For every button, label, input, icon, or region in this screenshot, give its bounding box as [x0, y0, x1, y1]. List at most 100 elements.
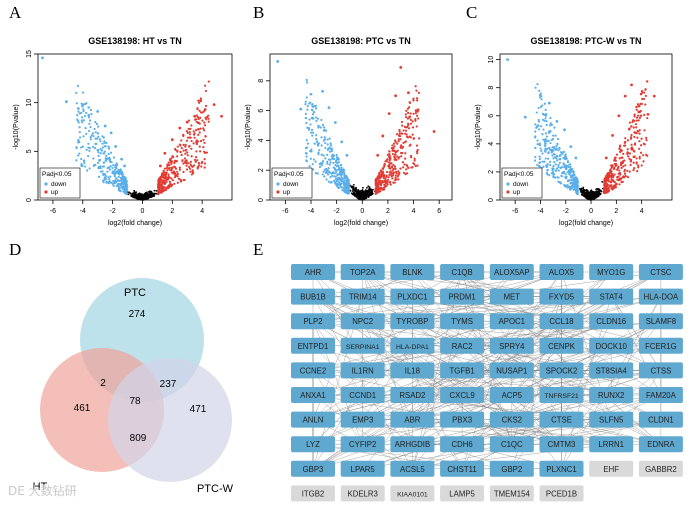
ns-point [128, 191, 131, 194]
down-point [94, 121, 97, 124]
up-point [179, 150, 182, 153]
node-label: ABR [404, 416, 420, 425]
up-point [628, 152, 632, 155]
up-point [399, 138, 402, 141]
up-point [638, 155, 641, 158]
up-data-point [432, 130, 436, 133]
x-tick-label: 4 [640, 208, 644, 215]
down-point [313, 142, 316, 145]
up-point [639, 109, 642, 113]
up-point [197, 133, 200, 136]
up-point [393, 145, 396, 148]
down-point [109, 175, 112, 178]
volcano-plot-ptcw-vs-tn: -6 -4 -2 0 2 4 0 2 4 6 8 10 GSE138198: PTC-W vs TN lo… [475, 36, 673, 227]
up-point [385, 159, 388, 163]
down-data-point [574, 156, 578, 160]
down-point [545, 120, 548, 123]
up-point [185, 160, 188, 163]
up-point [634, 123, 638, 126]
network-edge [511, 370, 661, 396]
up-data-point [623, 94, 627, 98]
up-point [183, 157, 187, 160]
down-point [568, 178, 571, 182]
down-point [112, 184, 115, 187]
down-point [75, 146, 78, 150]
down-point [544, 113, 547, 116]
down-point [112, 156, 116, 159]
down-point [116, 178, 119, 181]
x-tick-label: -6 [50, 208, 56, 215]
up-point [401, 146, 404, 149]
down-point [323, 136, 326, 139]
down-point [340, 173, 343, 176]
down-point [340, 176, 343, 179]
down-point [564, 158, 567, 161]
down-point [557, 149, 560, 152]
node-label: RAC2 [452, 342, 473, 351]
ns-point [139, 195, 142, 197]
node-box [638, 411, 683, 428]
down-point [340, 166, 343, 169]
up-point [646, 154, 649, 157]
node-label: TOP2A [350, 268, 376, 277]
down-point [552, 148, 555, 152]
up-point [193, 158, 197, 162]
down-point [82, 119, 86, 122]
down-point [125, 190, 128, 194]
up-point [198, 145, 201, 148]
down-data-point [41, 56, 44, 60]
network-node: SPOCK2 [539, 362, 584, 379]
up-point [608, 169, 612, 172]
up-point [387, 161, 390, 164]
down-point [317, 125, 320, 128]
down-point [570, 170, 573, 173]
down-point [115, 162, 118, 165]
up-point [639, 151, 643, 154]
up-point [182, 134, 185, 137]
up-point [195, 139, 198, 142]
up-point [633, 135, 636, 139]
up-point [630, 136, 633, 139]
down-point [305, 160, 309, 163]
down-point [87, 154, 90, 158]
down-point [320, 136, 323, 139]
node-label: KIAA0101 [397, 491, 428, 498]
up-point [202, 146, 205, 149]
up-point [642, 97, 646, 101]
network-node: EHF [589, 460, 634, 477]
ns-point [349, 184, 352, 187]
up-point [397, 172, 400, 176]
down-point [564, 164, 568, 167]
legend-up-label: up [513, 189, 521, 196]
up-point [171, 179, 175, 182]
node-box [291, 387, 335, 403]
down-point [97, 135, 100, 138]
down-point [569, 182, 572, 185]
up-point [404, 113, 407, 116]
down-point [310, 131, 313, 134]
node-box [539, 288, 584, 305]
up-point [196, 115, 200, 119]
ns-point [153, 192, 156, 195]
x-axis-label: log2(fold change) [334, 220, 388, 227]
down-point [125, 183, 128, 186]
up-point [193, 136, 196, 139]
node-box [440, 264, 485, 280]
node-label: CMTM3 [548, 440, 576, 449]
down-point [320, 164, 323, 167]
node-label: MYO1G [597, 268, 625, 277]
legend-title: Padj<0.05 [42, 171, 72, 178]
network-node: PLXNC1 [539, 460, 584, 477]
up-point [194, 155, 198, 159]
down-point [316, 140, 319, 144]
node-box [390, 264, 435, 280]
down-point [82, 109, 85, 113]
down-point [101, 146, 104, 149]
ns-point [148, 191, 151, 194]
up-point [388, 173, 391, 177]
up-point [399, 167, 402, 170]
up-point [407, 166, 410, 170]
up-point [204, 104, 208, 108]
network-node: CENPK [539, 337, 584, 354]
down-point [125, 185, 128, 188]
